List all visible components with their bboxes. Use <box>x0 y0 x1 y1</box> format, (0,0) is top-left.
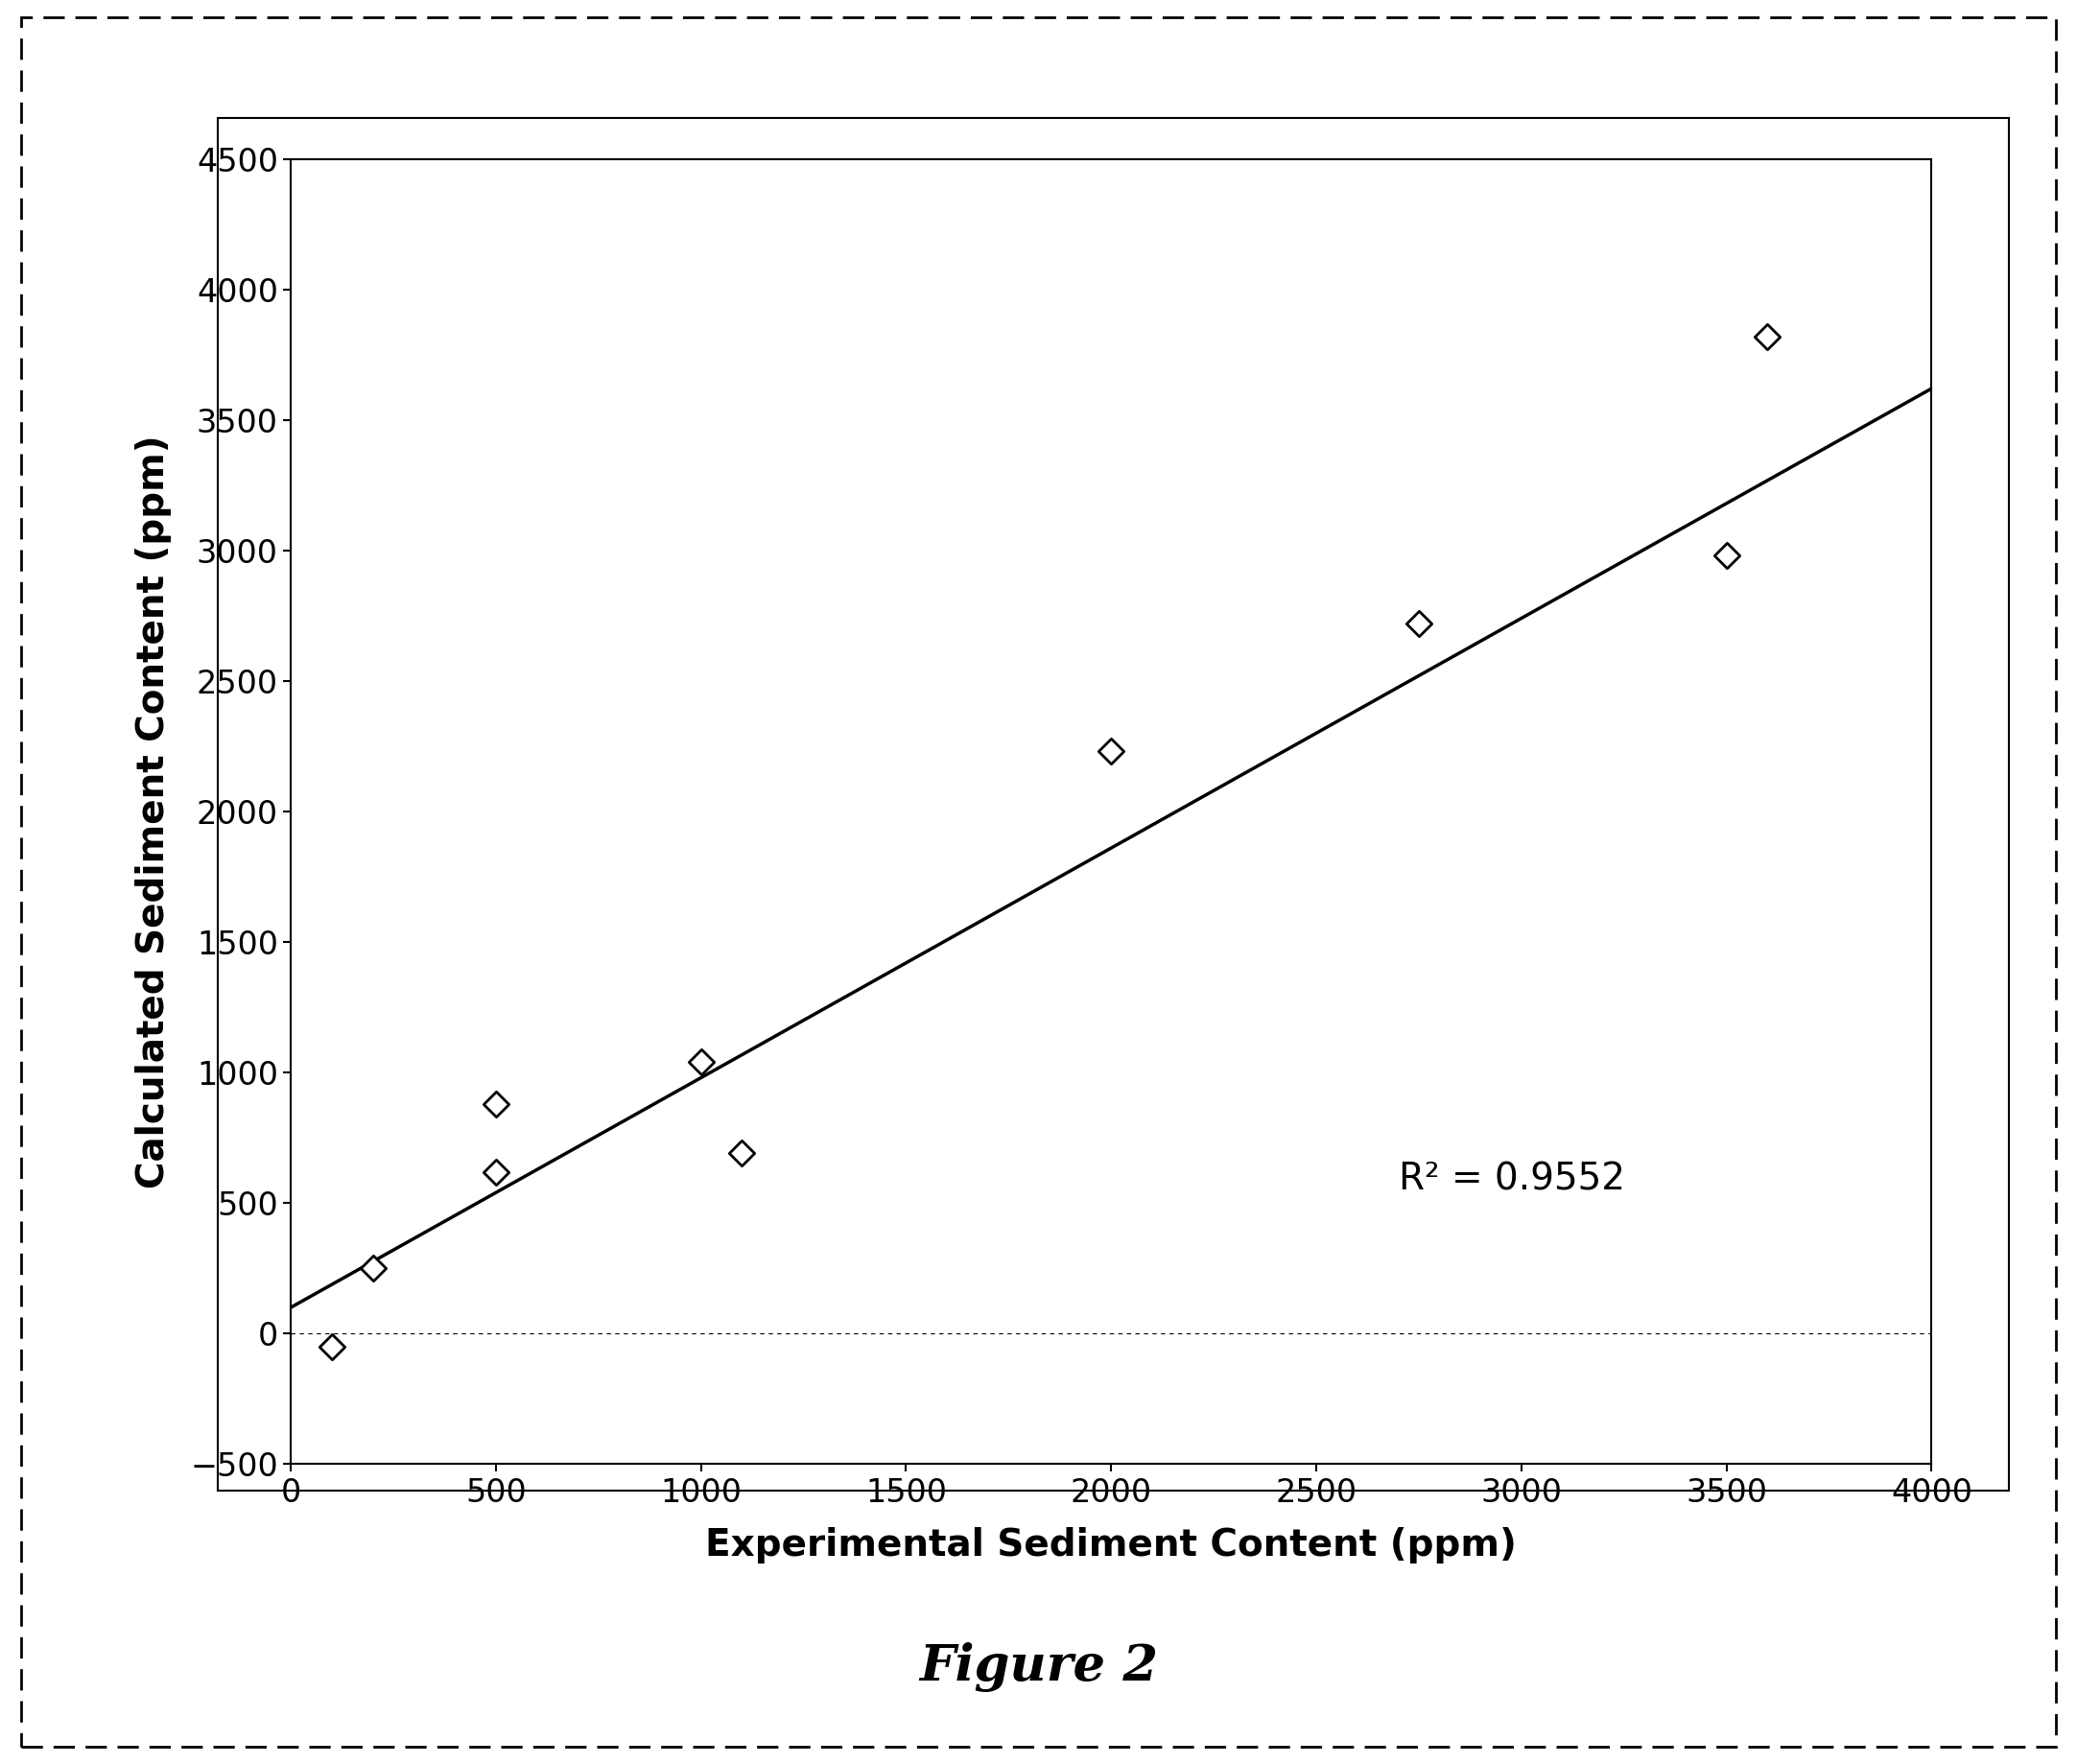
Point <box>685 1048 719 1076</box>
Text: R² = 0.9552: R² = 0.9552 <box>1398 1161 1624 1198</box>
Point <box>1709 542 1743 570</box>
Point <box>1402 609 1435 637</box>
Point <box>1751 323 1784 351</box>
Point <box>316 1332 349 1360</box>
X-axis label: Experimental Sediment Content (ppm): Experimental Sediment Content (ppm) <box>706 1528 1516 1563</box>
Point <box>1095 737 1128 766</box>
Point <box>480 1157 513 1185</box>
Point <box>480 1090 513 1118</box>
Text: Figure 2: Figure 2 <box>918 1642 1159 1692</box>
Y-axis label: Calculated Sediment Content (ppm): Calculated Sediment Content (ppm) <box>135 434 172 1189</box>
Point <box>357 1254 390 1282</box>
Point <box>725 1140 758 1168</box>
